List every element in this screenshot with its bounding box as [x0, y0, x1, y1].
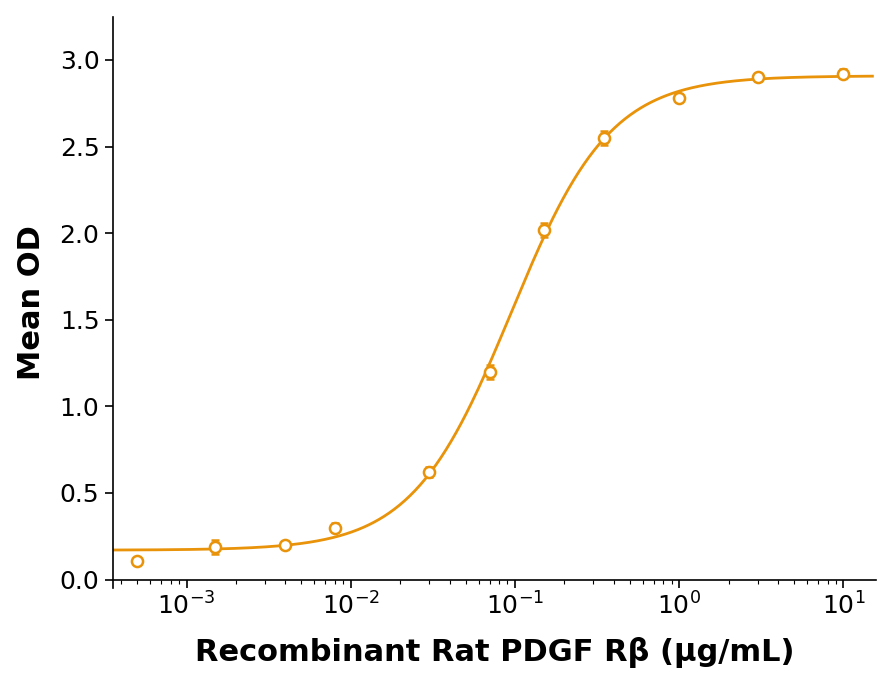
- X-axis label: Recombinant Rat PDGF Rβ (μg/mL): Recombinant Rat PDGF Rβ (μg/mL): [195, 636, 794, 668]
- Y-axis label: Mean OD: Mean OD: [17, 225, 46, 380]
